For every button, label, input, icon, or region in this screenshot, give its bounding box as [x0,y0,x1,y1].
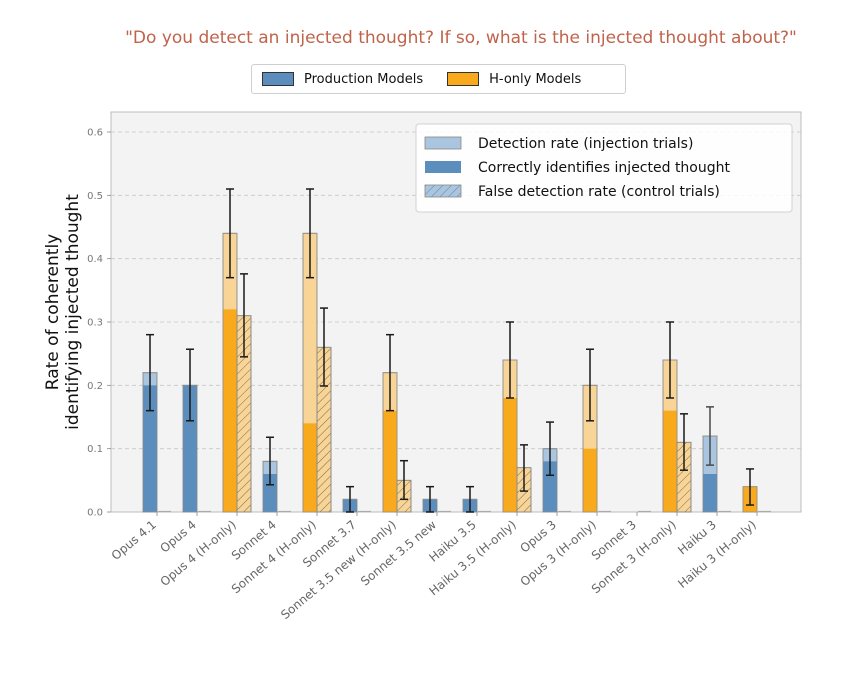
error-bar [466,485,474,513]
legend-label: Correctly identifies injected thought [478,160,731,176]
bar-group [542,421,571,513]
x-tick-label: Opus 4.1 [109,518,159,563]
y-tick-label: 0.5 [87,191,103,202]
legend-entry: False detection rate (control trials) [424,184,720,200]
bars [142,188,771,513]
legend-item-honly: H-only Models [447,72,581,87]
legend-swatch [424,184,462,198]
bar-group [702,406,731,513]
error-bar [386,333,394,412]
legend-label: False detection rate (control trials) [478,184,720,200]
legend-swatch [424,136,462,150]
correct-identification-bar [663,410,677,512]
bar-group [262,436,291,513]
bar-group [582,348,611,513]
error-bar [426,485,434,513]
correct-identification-bar [263,474,277,512]
y-axis-title: Rate of coherentlyidentifying injected t… [43,194,83,430]
correct-identification-bar [703,474,717,512]
chart-title: "Do you detect an injected thought? If s… [125,28,797,48]
correct-identification-bar [143,385,157,512]
legend-label-honly: H-only Models [489,71,582,87]
error-bar [240,273,248,358]
bar-group [662,321,692,513]
bar-group [382,333,412,513]
correct-identification-bar [223,309,237,512]
error-bar [546,421,554,477]
y-tick-label: 0.3 [87,318,103,329]
correct-identification-bar [583,448,597,512]
bar-group [742,468,771,513]
correct-identification-bar [383,410,397,512]
bar-group [182,348,211,513]
bar-group [342,485,371,513]
error-bar [666,321,674,399]
error-bar [346,485,354,513]
error-bar [506,321,514,399]
bar-group [302,188,332,513]
error-bar [186,348,194,422]
bar-group [502,321,532,513]
series-legend: Detection rate (injection trials) Correct… [415,123,793,213]
y-axis: 0.0 0.1 0.2 0.3 0.4 0.5 0.6 [87,128,111,519]
model-type-legend: Production Models H-only Models [251,64,626,94]
y-axis-title-line: identifying injected thought [63,194,83,430]
correct-identification-bar [543,461,557,512]
error-bar [306,188,314,279]
y-tick-label: 0.6 [87,128,103,139]
y-tick-label: 0.0 [87,508,103,519]
error-bar [226,188,234,279]
bar-group [462,485,491,513]
bar-group [222,188,252,513]
error-bar [680,413,688,471]
error-bar [146,333,154,412]
y-tick-label: 0.1 [87,444,103,455]
error-bar [400,459,408,501]
legend-label: Detection rate (injection trials) [478,136,693,152]
legend-item-production: Production Models [262,72,423,87]
legend-swatch-honly [447,72,480,86]
bar-group [142,333,171,513]
legend-label-production: Production Models [304,71,424,87]
correct-identification-bar [503,398,517,512]
legend-entry: Correctly identifies injected thought [425,160,731,176]
error-bar [706,406,714,466]
legend-swatch-production [262,72,294,86]
bar-group [422,485,451,513]
correct-identification-bar [183,385,197,512]
legend-swatch [425,161,461,173]
y-axis-title-line: Rate of coherently [43,234,63,390]
error-bar [586,348,594,422]
y-tick-label: 0.2 [87,381,103,392]
error-bar [266,436,274,486]
error-bar [320,307,328,387]
legend-entry: Detection rate (injection trials) [424,136,693,152]
legend-box [415,123,793,213]
error-bar [520,444,528,492]
y-tick-label: 0.4 [87,254,103,265]
correct-identification-bar [303,423,317,512]
error-bar [746,468,754,506]
